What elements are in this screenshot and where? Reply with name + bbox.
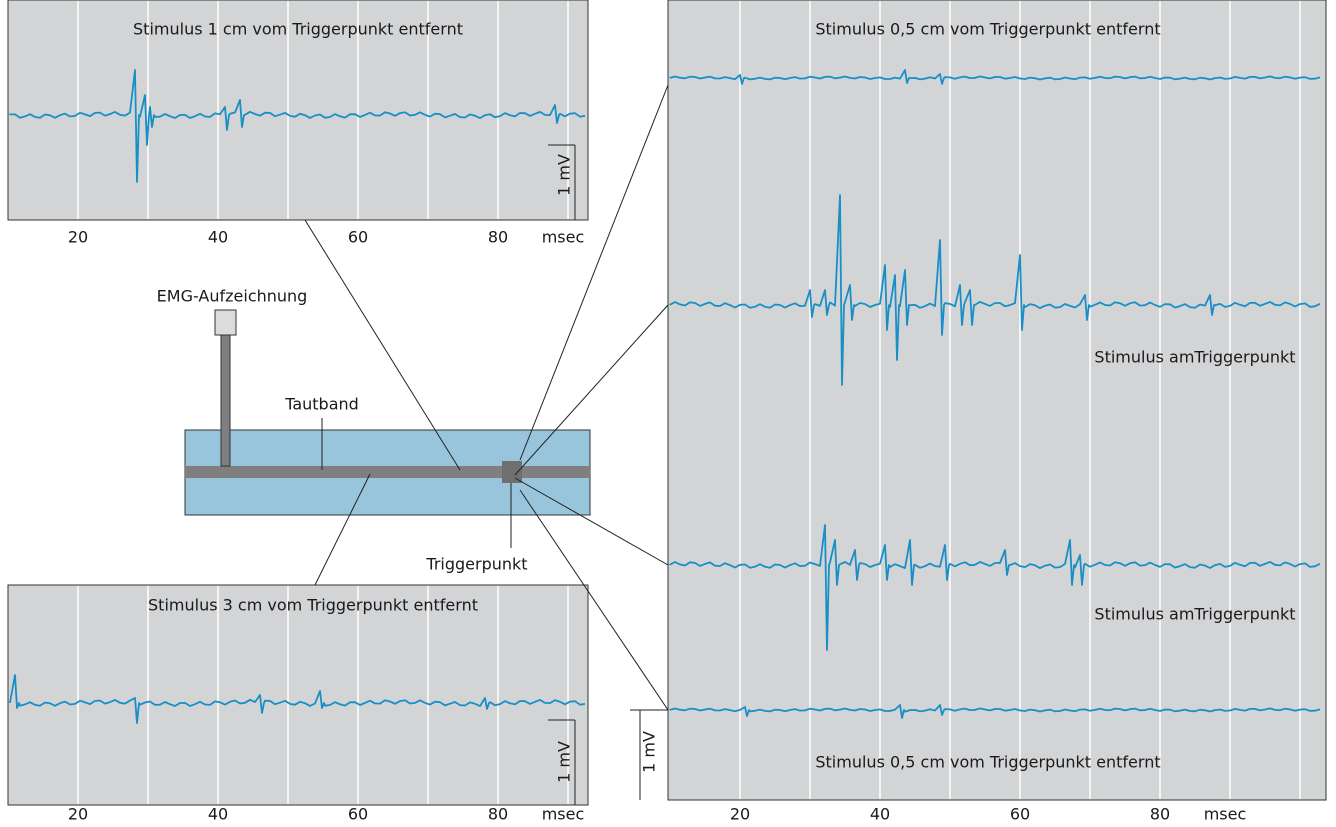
x-tick-label: 20 bbox=[68, 228, 88, 247]
x-tick-label: 40 bbox=[208, 805, 228, 824]
x-tick-label: 40 bbox=[208, 228, 228, 247]
panel-bottom-left bbox=[8, 585, 588, 805]
x-tick-label: 60 bbox=[348, 805, 368, 824]
x-tick-label: 20 bbox=[68, 805, 88, 824]
taut-band bbox=[185, 466, 590, 478]
scale-label: 1 mV bbox=[640, 731, 659, 773]
unit-label: msec bbox=[542, 228, 585, 247]
trigger-label: Triggerpunkt bbox=[425, 555, 527, 574]
recording-label: EMG-Aufzeichnung bbox=[157, 287, 308, 306]
panel-title: Stimulus 3 cm vom Triggerpunkt entfernt bbox=[148, 596, 478, 615]
panel-right bbox=[668, 0, 1326, 800]
x-tick-label: 80 bbox=[488, 228, 508, 247]
panel-title: Stimulus 1 cm vom Triggerpunkt entfernt bbox=[133, 20, 463, 39]
trace-label: Stimulus amTriggerpunkt bbox=[1094, 605, 1295, 624]
x-tick-label: 20 bbox=[730, 805, 750, 824]
x-tick-label: 60 bbox=[1010, 805, 1030, 824]
panel-title: Stimulus 0,5 cm vom Triggerpunkt entfern… bbox=[815, 753, 1160, 772]
x-tick-label: 60 bbox=[348, 228, 368, 247]
x-tick-label: 80 bbox=[488, 805, 508, 824]
x-tick-label: 80 bbox=[1150, 805, 1170, 824]
electrode-head bbox=[215, 310, 236, 335]
panel-title: Stimulus 0,5 cm vom Triggerpunkt entfern… bbox=[815, 20, 1160, 39]
figure: Stimulus 1 cm vom Triggerpunkt entfernt … bbox=[0, 0, 1336, 827]
band-label: Tautband bbox=[284, 395, 359, 414]
trace-label: Stimulus amTriggerpunkt bbox=[1094, 348, 1295, 367]
scale-label: 1 mV bbox=[555, 154, 574, 196]
x-tick-label: 40 bbox=[870, 805, 890, 824]
unit-label: msec bbox=[542, 805, 585, 824]
scale-label: 1 mV bbox=[555, 741, 574, 783]
unit-label: msec bbox=[1204, 805, 1247, 824]
electrode-rod bbox=[221, 335, 230, 466]
